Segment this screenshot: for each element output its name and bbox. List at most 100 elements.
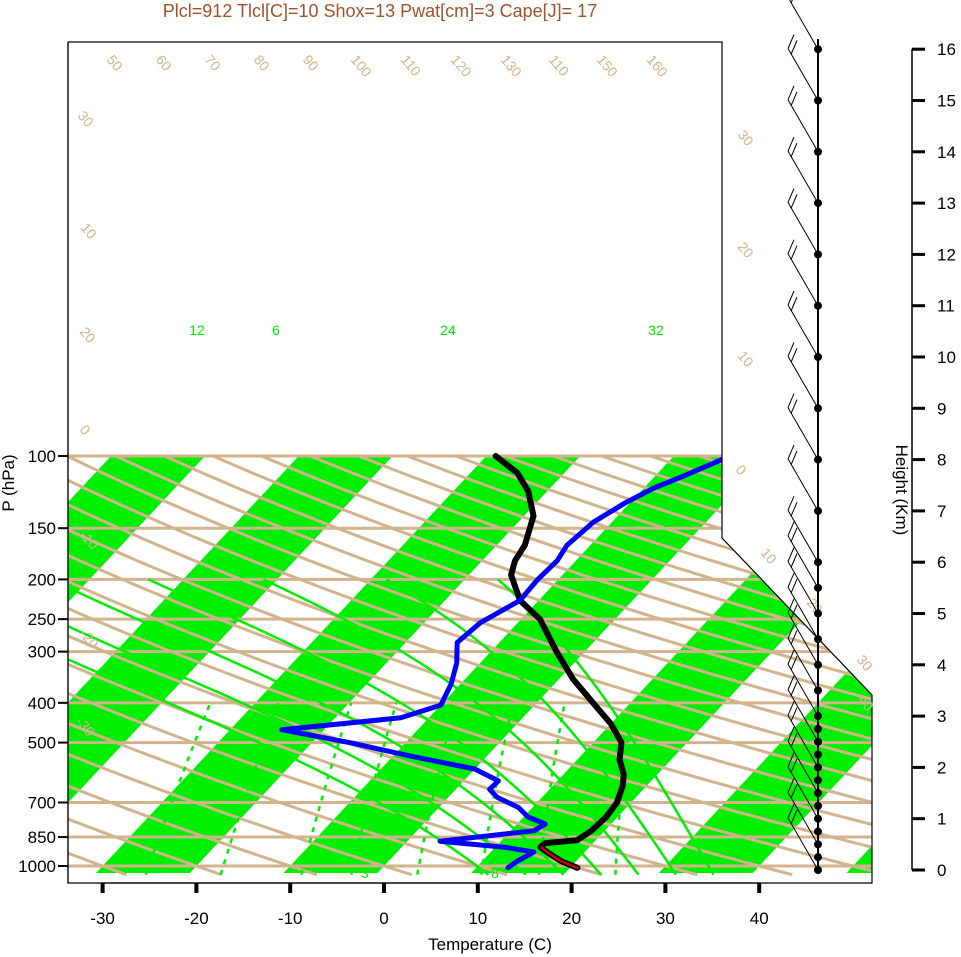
wind-barb-flag bbox=[790, 707, 798, 722]
wind-barb-flag bbox=[790, 681, 798, 696]
wind-barb-flag bbox=[787, 521, 795, 537]
wind-barb-column bbox=[787, 0, 822, 874]
wind-barb-staff bbox=[787, 356, 819, 409]
height-tick-label: 3 bbox=[937, 707, 946, 726]
y-tick-label: 700 bbox=[28, 793, 56, 812]
isotherm-label: 20 bbox=[735, 239, 757, 261]
isotherm-label: 0 bbox=[77, 422, 94, 438]
wind-level-dot bbox=[814, 750, 822, 759]
x-axis-title: Temperature (C) bbox=[428, 935, 552, 954]
wind-barb-staff bbox=[787, 792, 819, 845]
wind-barb-flag bbox=[787, 342, 795, 357]
height-tick-label: 1 bbox=[937, 810, 946, 829]
x-tick-label: 30 bbox=[656, 909, 675, 928]
sounding-curves bbox=[279, 453, 733, 871]
height-tick-label: 7 bbox=[937, 502, 946, 521]
wind-barb-flag bbox=[787, 188, 795, 203]
dry-adiabat bbox=[68, 454, 872, 877]
wind-barb-staff bbox=[787, 509, 819, 563]
wind-barb-flag bbox=[790, 502, 798, 517]
y-axis: 100 150 200 250 300 400 500 700 850 1000 bbox=[18, 42, 69, 883]
isotherm-label: 50 bbox=[104, 52, 126, 74]
wind-barb bbox=[787, 547, 819, 614]
wind-barb-staff bbox=[787, 561, 819, 614]
wind-barb bbox=[787, 34, 819, 101]
wind-barb-flag bbox=[787, 85, 795, 100]
wind-barb-flag bbox=[787, 649, 795, 665]
wind-barb-flag bbox=[790, 758, 798, 773]
mixing-ratio-label: 32 bbox=[648, 322, 664, 338]
height-tick-label: 4 bbox=[937, 656, 946, 675]
y-tick-label: 400 bbox=[28, 694, 56, 713]
wind-barb-flag bbox=[787, 675, 795, 690]
wind-barb bbox=[787, 572, 819, 640]
wind-barb bbox=[787, 649, 819, 717]
wind-barb-flag bbox=[787, 444, 795, 460]
x-tick-label: 10 bbox=[468, 909, 487, 928]
isotherm-label: 30 bbox=[854, 652, 876, 674]
wind-barb-flag bbox=[787, 290, 795, 306]
wind-barb-staff bbox=[787, 740, 819, 794]
y-axis-title: P (hPa) bbox=[0, 454, 18, 511]
height-tick-label: 2 bbox=[937, 758, 946, 777]
wind-barb-flag bbox=[790, 527, 798, 543]
isotherm-band bbox=[68, 456, 393, 873]
dry-adiabat bbox=[68, 454, 508, 877]
wind-level-dot bbox=[814, 827, 822, 836]
x-tick-label: 0 bbox=[379, 909, 388, 928]
x-tick-label: -30 bbox=[90, 909, 115, 928]
mixing-ratio-line bbox=[349, 702, 398, 875]
wind-barb-flag bbox=[790, 194, 798, 209]
wind-barb-flag bbox=[787, 136, 795, 152]
wind-barb bbox=[787, 675, 819, 742]
y-tick-label: 250 bbox=[28, 610, 56, 629]
moist-adiabat bbox=[68, 578, 527, 876]
x-tick-label: 20 bbox=[562, 909, 581, 928]
wind-barb-flag bbox=[787, 239, 795, 254]
wind-barb bbox=[787, 85, 819, 153]
wind-level-dot bbox=[814, 801, 822, 810]
wind-barb-flag bbox=[790, 399, 798, 414]
wind-barb-staff bbox=[787, 817, 819, 871]
mixing-ratio-label: 12 bbox=[189, 322, 205, 338]
wind-barb-flag bbox=[790, 91, 798, 106]
wind-barb-staff bbox=[787, 48, 819, 101]
isotherm-label: 120 bbox=[448, 52, 475, 80]
dry-adiabat bbox=[68, 454, 698, 877]
isotherm-band bbox=[0, 456, 17, 873]
isotherm-label: 110 bbox=[398, 52, 425, 80]
wind-barb-flag bbox=[790, 450, 798, 466]
wind-barb-flag bbox=[790, 553, 798, 568]
isotherm-label: 110 bbox=[546, 52, 573, 80]
y-tick-label: 200 bbox=[28, 570, 56, 589]
dry-adiabat bbox=[115, 454, 872, 877]
height-tick-label: 16 bbox=[937, 40, 956, 59]
wind-barb bbox=[787, 342, 819, 409]
wind-barb-flag bbox=[790, 40, 798, 55]
wind-barb-flag bbox=[787, 598, 795, 613]
wind-barb-flag bbox=[790, 655, 798, 671]
height-tick-label: 6 bbox=[937, 553, 946, 572]
mixing-ratio-line bbox=[300, 702, 353, 876]
height-tick-label: 0 bbox=[937, 861, 946, 880]
wind-barb bbox=[787, 393, 819, 460]
height-tick-label: 12 bbox=[937, 245, 956, 264]
y-tick-label: 1000 bbox=[18, 857, 56, 876]
isotherm-band bbox=[68, 456, 205, 873]
isotherm-label: 80 bbox=[251, 52, 273, 74]
wind-barb bbox=[787, 444, 819, 512]
height-tick-label: 11 bbox=[937, 297, 955, 316]
wind-barb-staff bbox=[787, 612, 819, 666]
wind-barb-flag bbox=[790, 630, 798, 645]
height-tick-label: 14 bbox=[937, 143, 956, 162]
height-tick-label: 8 bbox=[937, 451, 946, 470]
wind-barb-staff bbox=[787, 638, 819, 691]
wind-barb-flag bbox=[790, 809, 798, 825]
wind-level-dot bbox=[814, 724, 822, 733]
height-tick-label: 15 bbox=[937, 92, 956, 111]
wind-barb bbox=[787, 136, 819, 204]
dry-adiabat bbox=[68, 454, 872, 877]
dry-adiabat bbox=[68, 454, 872, 877]
dewpoint-profile bbox=[279, 453, 733, 871]
